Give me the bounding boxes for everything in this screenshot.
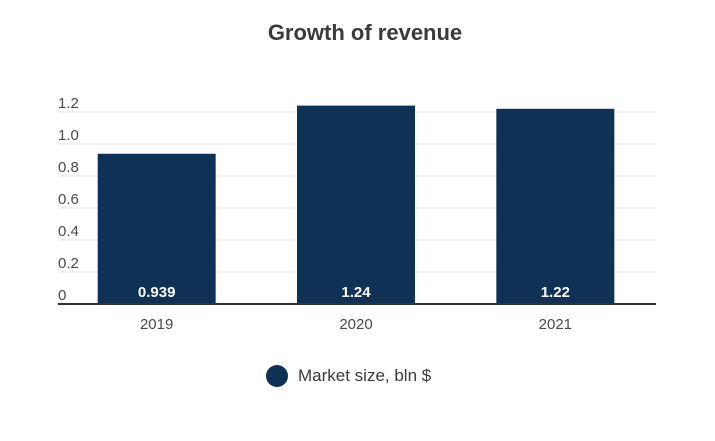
- bar: [496, 108, 615, 304]
- y-tick-label: 0.8: [58, 159, 79, 176]
- bar: [297, 105, 415, 304]
- legend-swatch: [266, 365, 288, 387]
- y-tick-label: 0: [58, 287, 66, 304]
- y-tick-label: 0.2: [58, 255, 79, 272]
- y-tick-label: 1.2: [58, 95, 79, 112]
- x-tick-label: 2021: [539, 316, 572, 333]
- y-tick-label: 1.0: [58, 127, 79, 144]
- legend: Market size, bln $: [266, 364, 431, 388]
- bar: [97, 153, 216, 304]
- x-tick-label: 2019: [140, 316, 173, 333]
- data-label: 0.939: [138, 284, 176, 301]
- y-tick-label: 0.6: [58, 191, 79, 208]
- y-tick-label: 0.4: [58, 223, 79, 240]
- x-tick-label: 2020: [339, 316, 372, 333]
- chart-title: Growth of revenue: [267, 20, 463, 45]
- data-label: 1.22: [541, 284, 570, 301]
- data-label: 1.24: [341, 284, 371, 301]
- legend-label: Market size, bln $: [298, 366, 432, 385]
